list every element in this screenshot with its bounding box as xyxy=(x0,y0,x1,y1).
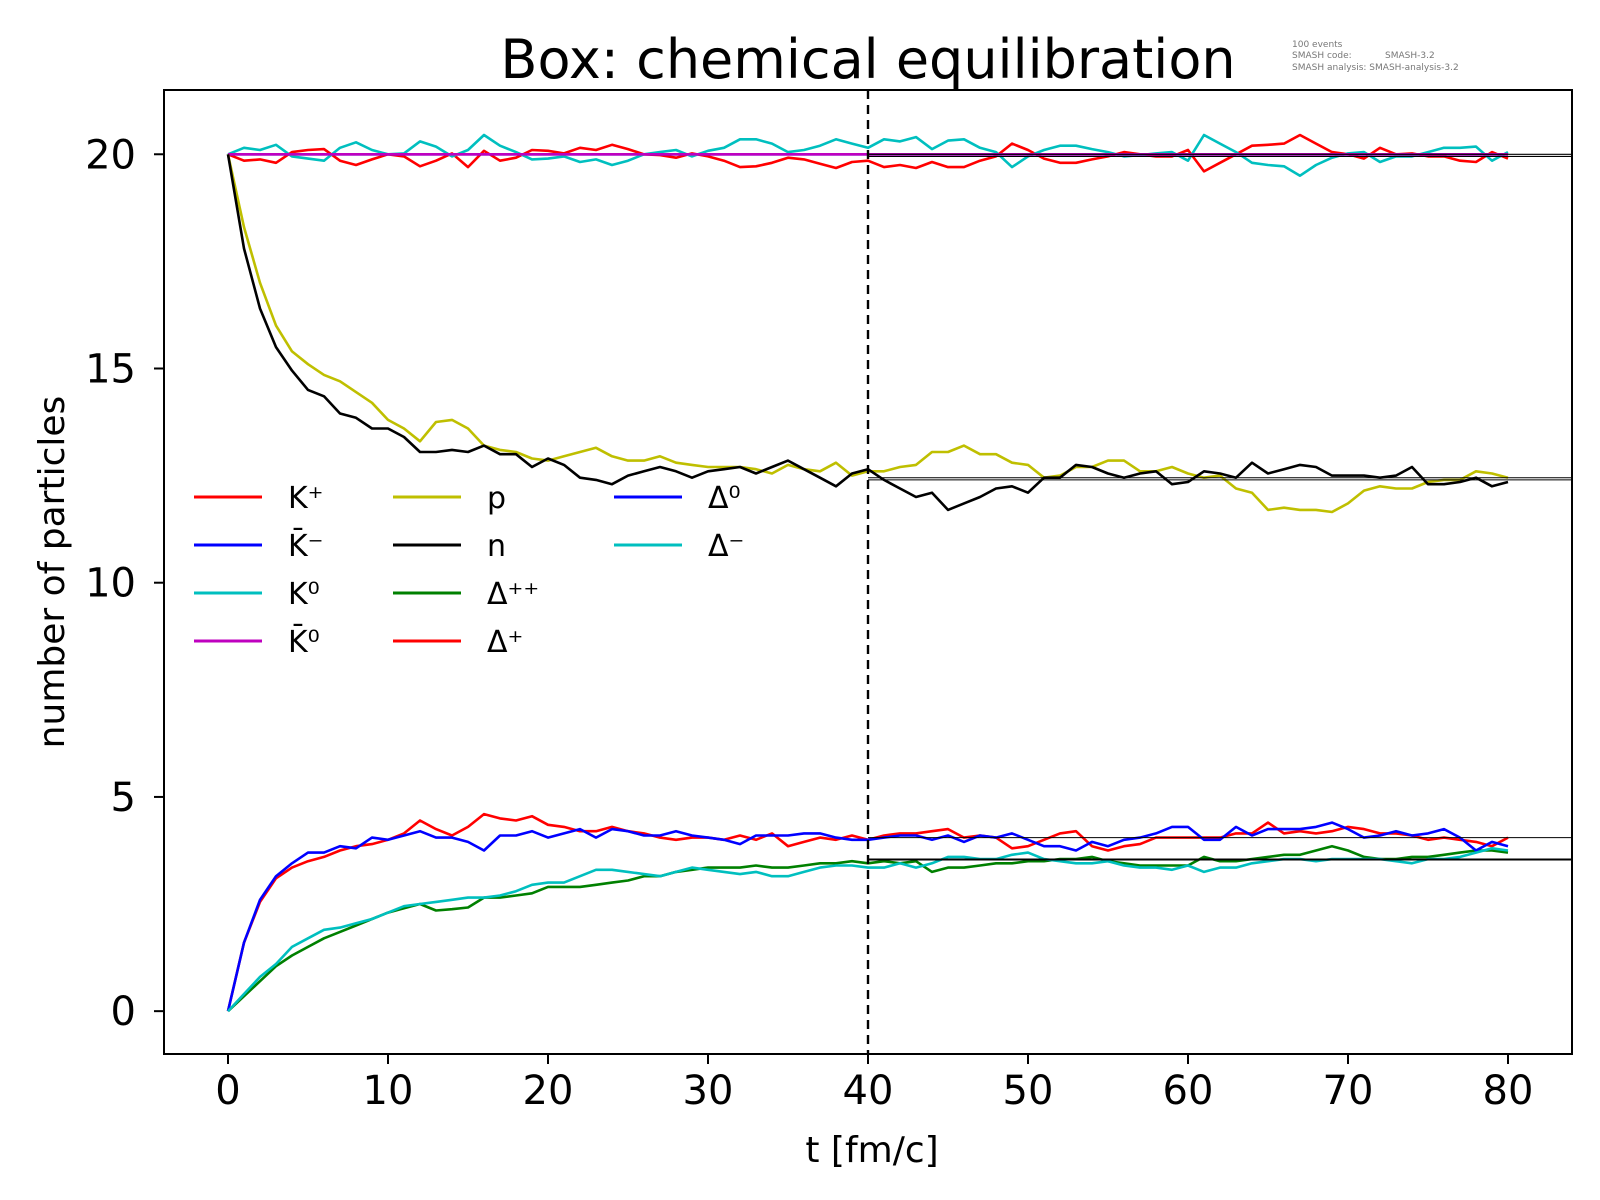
y-tick-label-10: 10 xyxy=(85,561,136,607)
annotation-analysis: SMASH analysis: SMASH-analysis-3.2 xyxy=(1292,63,1459,73)
legend-label-5: p xyxy=(487,481,506,516)
x-tick-label-20: 20 xyxy=(523,1068,574,1114)
y-tick-label-0: 0 xyxy=(111,989,136,1035)
y-axis-label: number of particles xyxy=(32,396,73,749)
y-tick-label-5: 5 xyxy=(111,775,136,821)
series-line-9 xyxy=(226,821,1509,1012)
x-tick-label-30: 30 xyxy=(683,1068,734,1114)
legend-label-10: Δ⁻ xyxy=(708,529,744,564)
legend-label-6: n xyxy=(487,529,506,564)
plot-area: 0 10 20 30 40 50 60 70 80 0 5 10 15 20 xyxy=(85,89,1573,1114)
x-tick-label-40: 40 xyxy=(843,1068,894,1114)
legend-label-4: K̄⁰ xyxy=(288,624,320,660)
legend-label-1: K⁺ xyxy=(288,481,324,516)
annotation-code-label: SMASH code: xyxy=(1292,51,1352,61)
series-line-1 xyxy=(227,133,1509,173)
x-tick-label-80: 80 xyxy=(1483,1068,1534,1114)
x-tick-label-10: 10 xyxy=(363,1068,414,1114)
series-line-3 xyxy=(227,133,1509,177)
x-tick-label-0: 0 xyxy=(215,1068,240,1114)
x-tick-label-60: 60 xyxy=(1163,1068,1214,1114)
annotation-events: 100 events xyxy=(1292,40,1343,50)
x-tick-label-70: 70 xyxy=(1323,1068,1374,1114)
legend-label-2: K̄⁻ xyxy=(288,528,324,564)
legend-label-7: Δ⁺⁺ xyxy=(487,577,539,612)
chart-title: Box: chemical equilibration xyxy=(500,28,1235,91)
y-tick-label-20: 20 xyxy=(85,132,136,178)
legend-label-3: K⁰ xyxy=(288,577,320,612)
legend-label-9: Δ⁰ xyxy=(708,481,741,516)
x-tick-label-50: 50 xyxy=(1003,1068,1054,1114)
x-axis-label: t [fm/c] xyxy=(805,1130,938,1171)
legend-label-8: Δ⁺ xyxy=(487,625,523,660)
annotation-code-version: SMASH-3.2 xyxy=(1385,51,1435,61)
legend: K⁺ K̄⁻ K⁰ K̄⁰ pn Δ⁺⁺ Δ⁺ Δ⁰ Δ⁻ xyxy=(194,481,744,660)
y-tick-label-15: 15 xyxy=(85,346,136,392)
